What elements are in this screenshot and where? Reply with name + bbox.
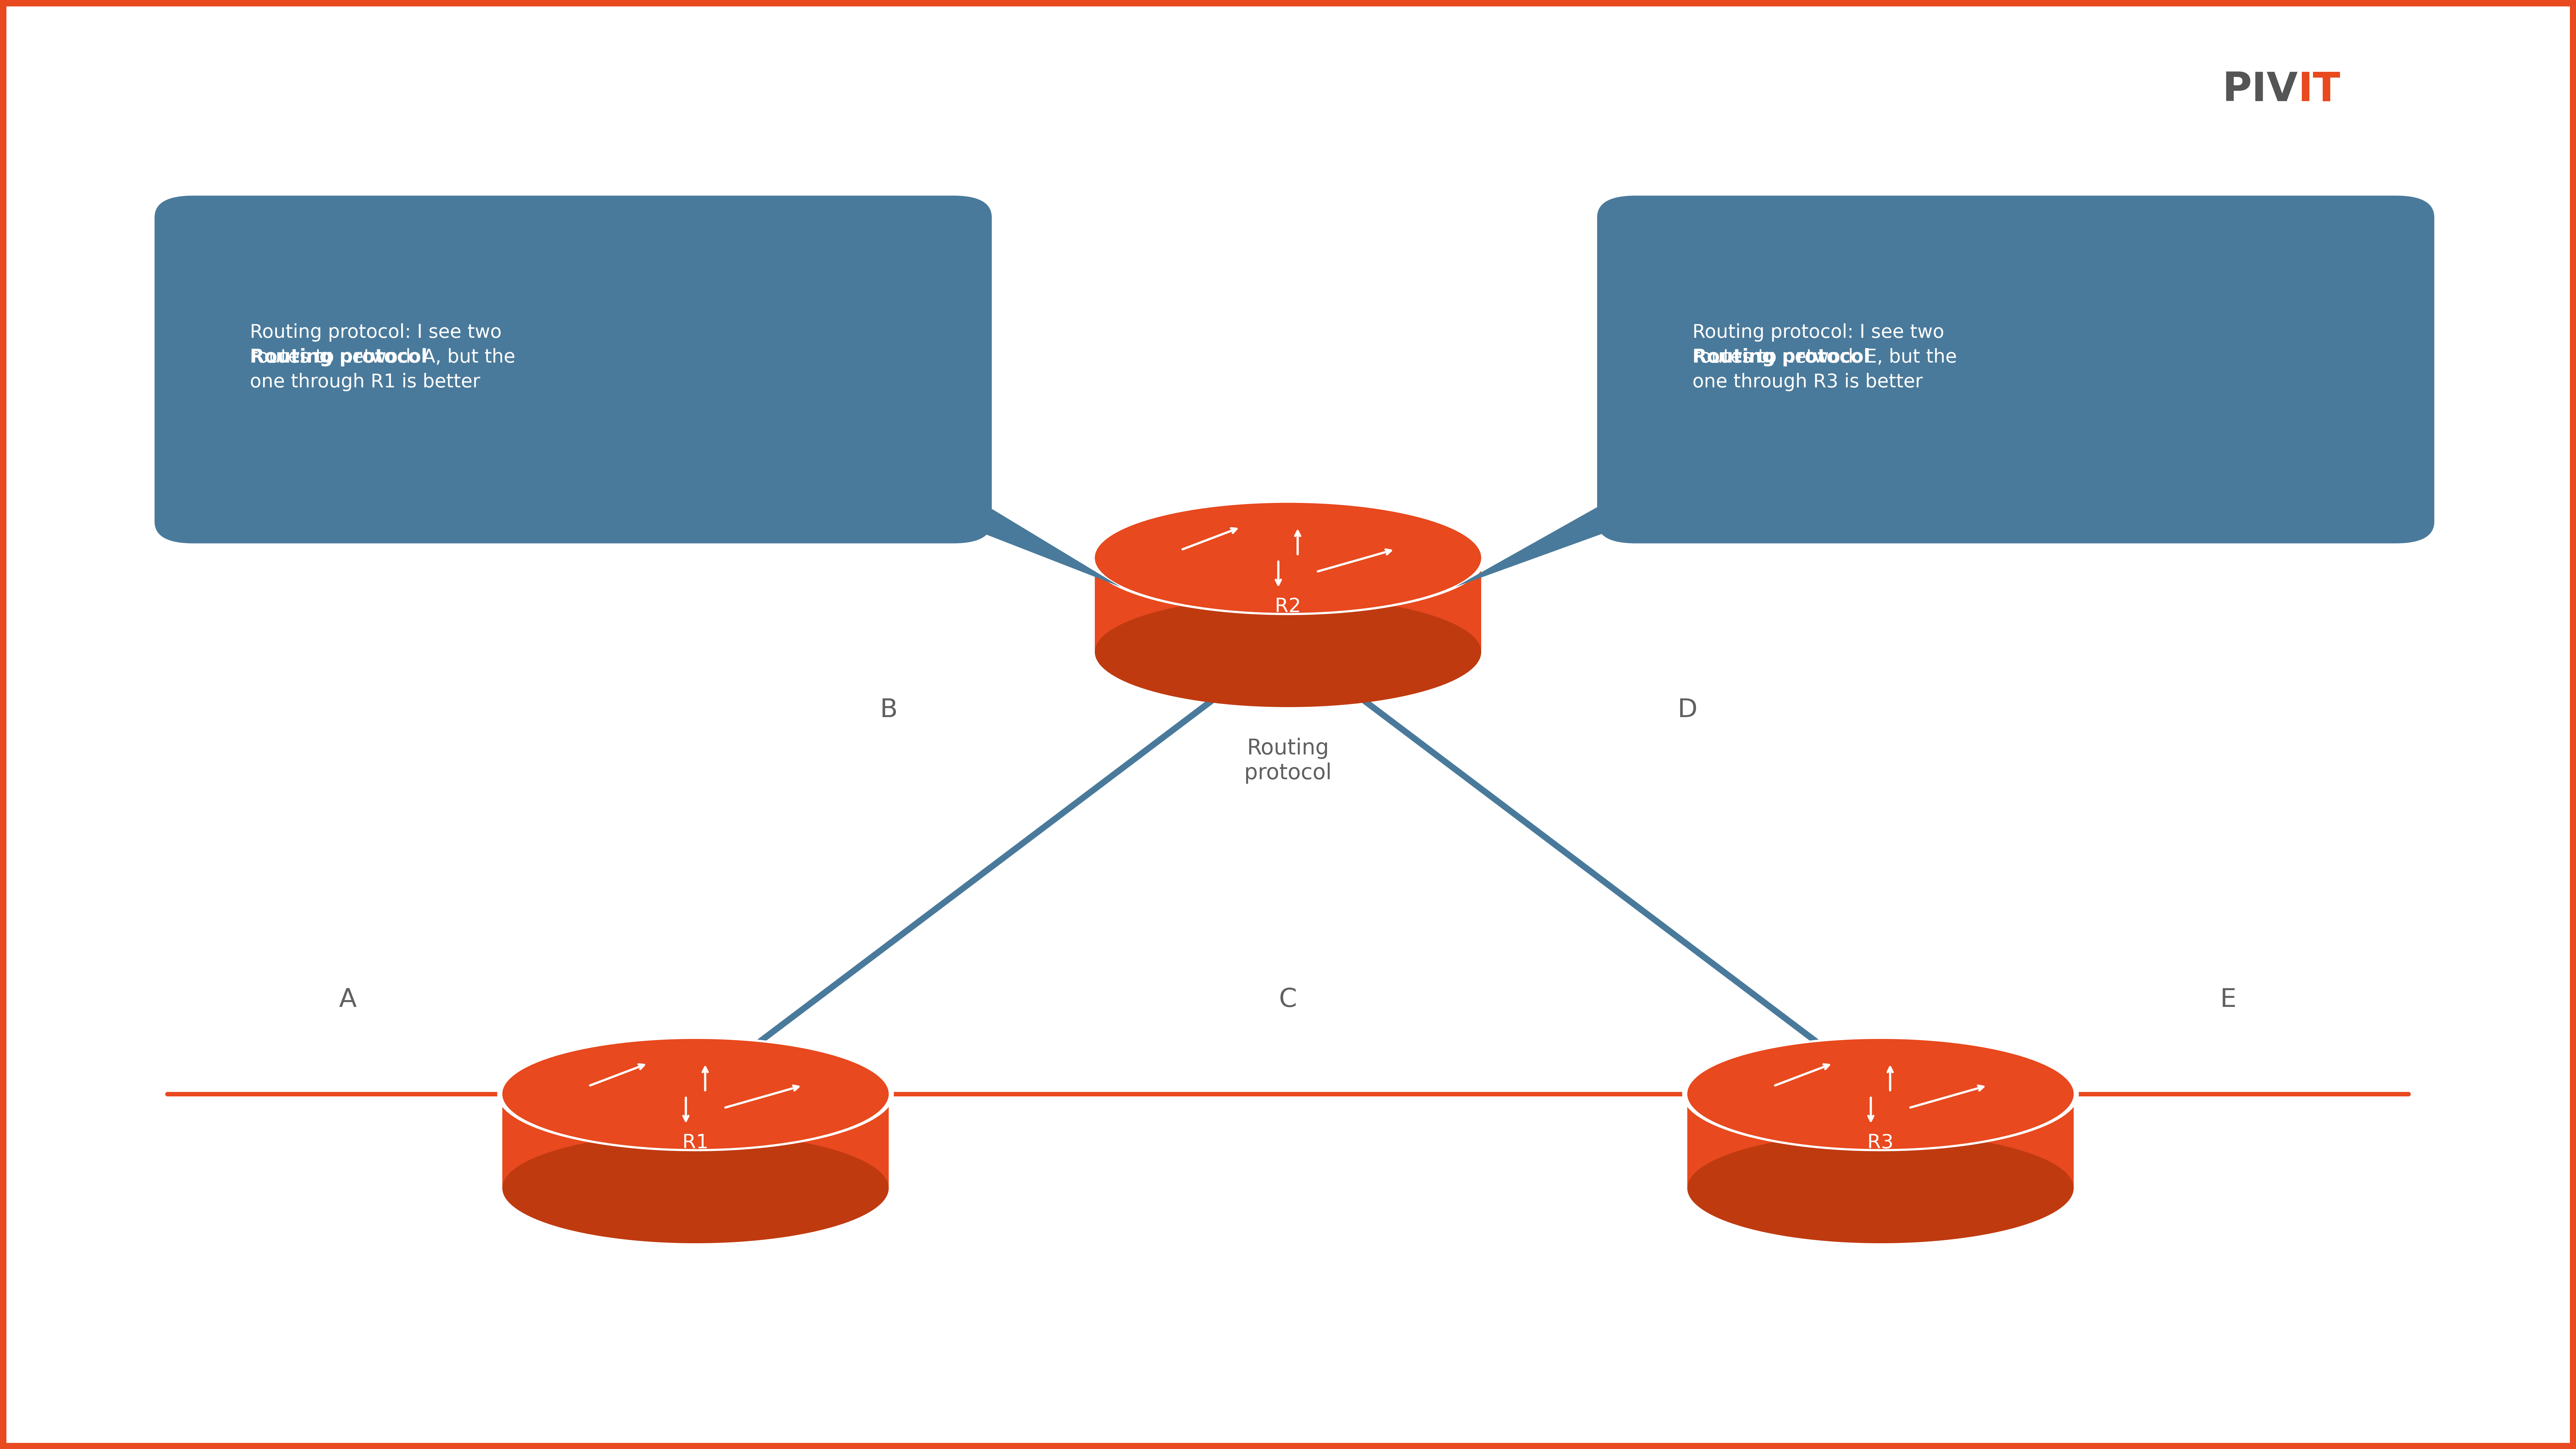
FancyBboxPatch shape xyxy=(1095,558,1481,652)
Text: Routing
protocol: Routing protocol xyxy=(1244,738,1332,784)
Text: Routing protocol: Routing protocol xyxy=(250,348,428,367)
Ellipse shape xyxy=(502,1039,889,1149)
Text: B: B xyxy=(881,697,896,723)
FancyBboxPatch shape xyxy=(502,1094,889,1188)
Ellipse shape xyxy=(497,1037,894,1151)
Text: IT: IT xyxy=(2298,71,2339,109)
Ellipse shape xyxy=(1090,500,1486,614)
FancyBboxPatch shape xyxy=(1597,196,2434,543)
FancyBboxPatch shape xyxy=(155,196,992,543)
Ellipse shape xyxy=(502,1133,889,1243)
Text: R3: R3 xyxy=(1868,1133,1893,1152)
Text: R2: R2 xyxy=(1275,597,1301,616)
Ellipse shape xyxy=(1687,1039,2074,1149)
Text: D: D xyxy=(1677,697,1698,723)
Text: R1: R1 xyxy=(683,1133,708,1152)
Ellipse shape xyxy=(1095,503,1481,613)
Text: C: C xyxy=(1278,987,1298,1013)
Polygon shape xyxy=(953,485,1121,587)
Text: A: A xyxy=(340,987,355,1013)
Text: PIV: PIV xyxy=(2223,71,2298,109)
Text: Routing protocol: I see two
routes to network A, but the
one through R1 is bette: Routing protocol: I see two routes to ne… xyxy=(250,323,515,391)
Ellipse shape xyxy=(1095,597,1481,707)
Ellipse shape xyxy=(1687,1133,2074,1243)
FancyBboxPatch shape xyxy=(1687,1094,2074,1188)
Polygon shape xyxy=(1455,485,1636,587)
Text: E: E xyxy=(2221,987,2236,1013)
Ellipse shape xyxy=(1682,1037,2079,1151)
Text: Routing protocol: I see two
routes to network E, but the
one through R3 is bette: Routing protocol: I see two routes to ne… xyxy=(1692,323,1958,391)
Text: Routing protocol: Routing protocol xyxy=(1692,348,1870,367)
